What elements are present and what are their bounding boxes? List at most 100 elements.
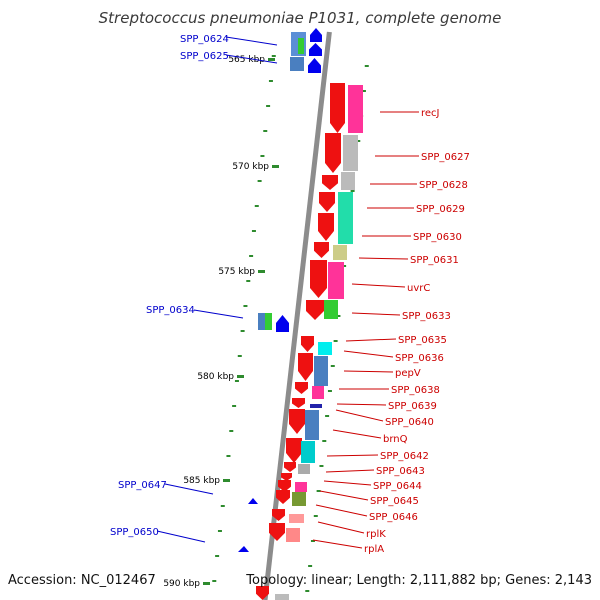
gc-dot [325,415,330,417]
gene-arrow [256,586,269,600]
gene-label: SPP_0639 [388,401,437,412]
gc-dot [212,580,217,582]
gene-label: SPP_0643 [376,466,425,477]
gc-dot [263,130,268,132]
gc-dot [350,190,355,192]
gc-dot [217,530,222,532]
feature-box [298,38,304,54]
gc-dot [240,330,245,332]
gene-label: brnQ [383,434,408,445]
leader-line [336,403,387,406]
feature-tracks [238,28,363,600]
gene-arrow [314,242,329,258]
ruler-tick [237,375,244,378]
gene-arrow [281,473,292,481]
gene-label: SPP_0642 [380,451,429,462]
gene-arrow [238,546,249,552]
ruler-label: 575 kbp [218,267,255,277]
gene-arrow [286,438,302,463]
gene-label: pepV [395,368,421,379]
leader-line [358,257,409,260]
gc-dot [308,565,313,567]
feature-box [333,245,347,260]
feature-box [318,342,332,355]
feature-box [324,300,338,319]
ruler-tick [272,165,279,168]
gc-dot [342,265,347,267]
gene-arrow [301,336,314,352]
gene-label: rplA [364,544,384,555]
feature-box [275,594,289,600]
gene-arrow [272,509,285,521]
leader-line [225,54,278,64]
gc-dot [215,555,220,557]
gc-dot [229,430,234,432]
gene-arrow [330,83,345,133]
leader-line [351,312,401,316]
gene-arrow [309,43,322,56]
map-title: Streptococcus pneumoniae P1031, complete… [98,9,502,27]
genome-backbone [262,31,332,600]
feature-box [341,172,355,190]
gene-arrow [295,382,308,394]
gene-label: SPP_0627 [421,152,470,163]
gene-arrow [278,480,291,492]
gc-dot [220,505,225,507]
backbone-line [262,31,332,600]
gene-arrow [292,398,305,408]
gene-arrow [318,213,334,241]
feature-box [314,356,328,386]
feature-box [328,262,344,299]
gc-dot [271,55,276,57]
gene-arrow [306,300,324,320]
ruler-label: 580 kbp [197,372,234,382]
gc-dot [249,255,254,257]
gc-dot [251,230,256,232]
gene-arrow [289,409,305,434]
gene-label: uvrC [407,283,430,294]
feature-box [295,482,307,492]
gene-arrow [276,315,289,332]
leader-line [343,370,394,373]
topology-text: Topology: linear; Length: 2,111,882 bp; … [246,573,592,588]
feature-box [292,492,306,506]
leader-line [317,521,365,534]
leader-line [326,454,379,457]
feature-box [258,313,266,330]
gene-label: SPP_0631 [410,255,459,266]
leader-line [312,539,363,549]
gc-dot [336,315,341,317]
gene-label: SPP_0644 [373,481,422,492]
leader-line [335,409,384,422]
gene-arrow [310,28,322,42]
leader-line [351,283,406,288]
leader-line [332,429,382,439]
gc-dot [254,205,259,207]
feature-box [286,528,300,542]
gene-arrow [284,462,296,472]
feature-box [265,313,272,330]
gene-label: SPP_0628 [419,180,468,191]
feature-box [298,464,310,474]
gc-dot [305,590,310,592]
gene-label: recJ [421,108,440,119]
gene-label: SPP_0645 [370,496,419,507]
gene-arrow [276,490,290,504]
gc-dot [246,280,251,282]
gene-arrow [325,133,341,173]
accession-text: Accession: NC_012467 [8,573,156,588]
leader-line [343,350,394,358]
ruler-tick [203,582,210,585]
gc-dot [226,455,231,457]
gc-dot [237,355,242,357]
gc-dot [313,515,318,517]
feature-box [343,135,358,171]
gc-dot [364,65,369,67]
gc-dot [260,155,265,157]
gc-dot [243,305,248,307]
leader-line [319,490,369,501]
gene-label: SPP_0640 [385,417,434,428]
feature-box [310,404,322,408]
feature-box [301,441,315,463]
